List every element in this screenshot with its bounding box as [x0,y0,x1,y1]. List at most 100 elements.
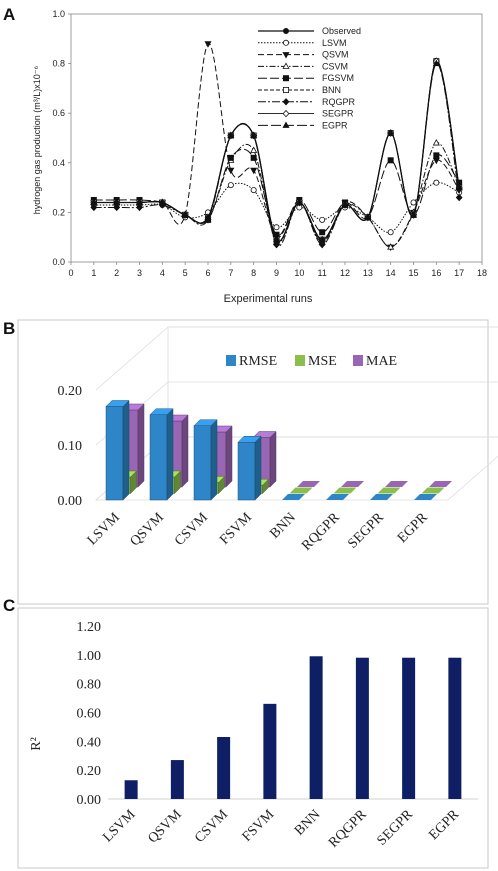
panel-c-bar [402,657,416,799]
panel-b-bar [149,414,168,501]
panel-a-data-point [273,224,280,231]
panel-a-legend-entry: FGSVM [258,73,354,83]
panel-a-data-point [158,198,166,205]
panel-a-legend-marker [282,87,289,94]
panel-a-data-point [387,243,395,250]
panel-a-data-point [135,198,144,205]
panel-a-series-bnn [90,58,463,243]
panel-a-legend-label: Observed [322,26,361,36]
panel-a-data-point [409,210,418,218]
panel-b: B 0.00 0.10 0.20 LSVM QSVM CSVM FSVM BNN RQGPR SE… [3,319,498,605]
panel-a-legend-label: QSVM [322,50,349,60]
panel-c-bar [355,657,369,799]
panel-a-y-tick-label: 0.0 [52,257,65,267]
panel-b-legend-label: RMSE [239,354,277,369]
panel-a-legend-entry: CSVM [258,61,348,71]
panel-a-series-observed [90,58,463,243]
panel-a-legend-marker [282,109,290,118]
panel-a-x-tick-label: 2 [114,268,119,278]
panel-b-bar [341,481,364,487]
panel-a-data-point [273,240,280,249]
panel-a-x-tick-label: 15 [408,268,418,278]
panel-b-bar [297,481,320,487]
panel-a-legend-label: EGPR [322,120,348,130]
panel-a-x-tick-label: 7 [228,268,233,278]
panel-a-series-egpr [90,59,463,243]
panel-a-legend-label: LSVM [322,38,347,48]
panel-a-data-point [433,179,440,186]
panel-a-data-point [227,131,235,139]
panel-c-y-tick-label: 0.60 [77,707,102,722]
panel-b-bar-side [122,399,130,501]
panel-b-legend-entry: RMSE [226,354,277,369]
panel-c-y-tick-label: 0.20 [77,764,102,779]
panel-a-y-tick-label: 0.6 [52,108,65,118]
panel-b-bar [326,494,349,500]
panel-a: A Experimental runs hydrogen gas product… [3,5,487,305]
panel-a-data-point [318,240,326,249]
panel-c-x-tick-label: CSVM [192,807,231,846]
panel-c-y-tick-label: 0.40 [77,735,102,750]
panel-a-data-point [250,187,257,194]
panel-a-legend-entry: RQGPR [258,97,356,107]
panel-b-legend-swatch [295,355,305,366]
panel-a-data-point [250,154,257,161]
panel-b-bar [237,442,256,501]
panel-a-data-point [432,139,440,146]
panel-a-x-tick-label: 13 [363,268,373,278]
panel-a-data-point [113,198,121,205]
panel-a-data-point [410,199,417,206]
panel-b-bar [377,487,401,494]
panel-a-data-point [432,59,440,67]
panel-a-x-tick-label: 17 [454,268,464,278]
panel-c-y-axis-label: R² [29,737,44,751]
panel-b-bar-top [149,408,174,415]
panel-c-x-tick-label: QSVM [145,807,185,847]
panel-a-x-tick-label: 0 [68,268,73,278]
panel-a-data-point [319,216,326,223]
panel-a-label: A [3,5,15,24]
panel-a-legend-label: BNN [322,85,341,95]
panel-b-x-tick-label: SEGPR [345,510,387,552]
panel-a-series-fgsvm [90,148,463,238]
panel-b-legend-entry: MAE [353,354,397,369]
panel-a-x-tick-label: 11 [317,268,326,278]
panel-c-x-tick-label: EGPR [426,807,462,843]
panel-a-data-point [272,235,281,243]
panel-b-y-tick-label: 0.20 [58,384,83,399]
panel-a-x-tick-label: 1 [91,268,96,278]
panel-a-x-tick-label: 9 [274,268,279,278]
panel-b-series-rmse [105,399,437,501]
panel-a-data-point [90,198,98,205]
panel-a-legend-entry: LSVM [258,38,347,48]
panel-b-gridline [95,326,169,391]
panel-c-bar [263,703,277,799]
panel-c-y-tick-label: 1.00 [77,649,102,664]
panel-b-y-tick-label: 0.00 [58,494,83,509]
panel-a-x-tick-label: 5 [183,268,188,278]
panel-a-legend-marker [282,52,290,59]
panel-a-y-tick-label: 0.2 [52,207,65,217]
panel-a-legend-label: RQGPR [322,97,356,107]
panel-a-data-point [204,41,212,48]
panel-a-data-point [433,152,440,159]
panel-a-x-tick-label: 18 [477,268,487,278]
panel-c-x-tick-label: LSVM [100,807,139,846]
panel-a-series-rqgpr [90,57,463,249]
panel-c-x-tick-label: RQGPR [326,807,370,851]
panel-a-x-tick-label: 10 [294,268,304,278]
panel-b-legend-entry: MSE [295,354,337,369]
panel-b-bar [414,494,437,500]
panel-b-y-tick-label: 0.10 [58,439,83,454]
panel-a-data-point [204,213,212,220]
panel-b-x-tick-label: FSVM [217,510,255,548]
panel-a-series-line [93,142,460,248]
panel-b-legend-swatch [226,355,236,366]
panel-b-bar-side [269,430,277,488]
panel-b-legend-label: MSE [308,354,337,369]
panel-a-data-point [455,193,463,202]
panel-a-data-point [250,167,258,175]
panel-a-x-tick-label: 16 [431,268,441,278]
panel-a-data-point [113,203,121,212]
